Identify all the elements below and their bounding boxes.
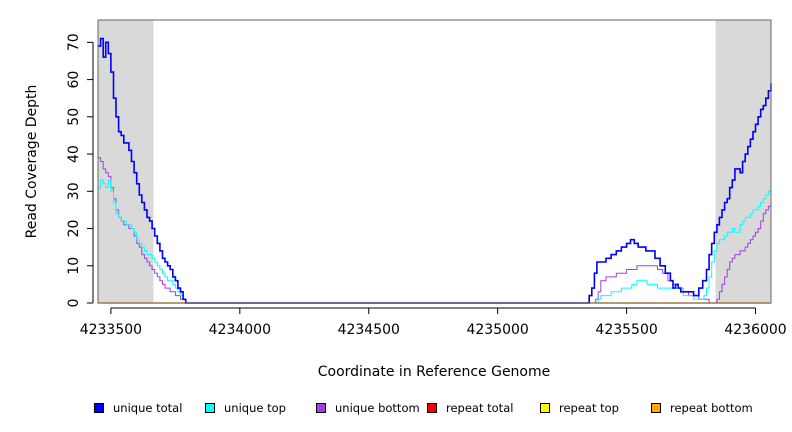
x-axis-label: Coordinate in Reference Genome (318, 364, 551, 380)
series-line-unique-top (98, 179, 772, 304)
series-line-unique-total (98, 37, 772, 304)
y-axis-label: Read Coverage Depth (24, 85, 40, 239)
legend-label: repeat total (446, 401, 514, 415)
plot-frame (97, 19, 772, 304)
y-tick-label: 20 (66, 220, 82, 238)
y-tick-label: 70 (66, 33, 82, 51)
coverage-chart: 4233500 4234000 4234500 4235000 4235500 42360… (24, 19, 787, 380)
legend-item: repeat total (427, 400, 513, 416)
legend-label: unique top (224, 401, 286, 415)
legend-label: repeat top (559, 401, 619, 415)
legend-label: repeat bottom (670, 401, 753, 415)
legend-swatch (316, 403, 326, 413)
y-axis: 0 10 20 30 40 50 60 70 (66, 33, 94, 308)
x-tick-label: 4234000 (209, 322, 271, 338)
x-axis: 4233500 4234000 4234500 4235000 4235500 42360… (80, 307, 787, 338)
series-lines (98, 37, 772, 304)
y-tick-label: 40 (66, 145, 82, 163)
legend-label: unique bottom (335, 401, 420, 415)
legend-item: repeat bottom (651, 400, 753, 416)
legend-item: unique bottom (316, 400, 420, 416)
y-tick-label: 60 (66, 71, 82, 89)
legend: unique total unique top unique bottom repea… (0, 396, 792, 420)
x-tick-label: 4233500 (80, 322, 142, 338)
legend-item: unique top (205, 400, 286, 416)
y-tick-label: 0 (66, 299, 82, 308)
low-coverage-shading (98, 20, 771, 303)
x-tick-label: 4234500 (338, 322, 400, 338)
x-tick-label: 4236000 (724, 322, 786, 338)
x-tick-label: 4235000 (466, 322, 528, 338)
legend-label: unique total (113, 401, 183, 415)
y-tick-label: 30 (66, 182, 82, 200)
x-tick-label: 4235500 (595, 322, 657, 338)
legend-swatch (540, 403, 550, 413)
legend-swatch (94, 403, 104, 413)
legend-swatch (205, 403, 215, 413)
legend-swatch (651, 403, 661, 413)
legend-swatch (427, 403, 437, 413)
y-tick-label: 50 (66, 108, 82, 126)
y-tick-label: 10 (66, 257, 82, 275)
legend-item: repeat top (540, 400, 619, 416)
shaded-region-1 (98, 20, 154, 303)
legend-item: unique total (94, 400, 182, 416)
